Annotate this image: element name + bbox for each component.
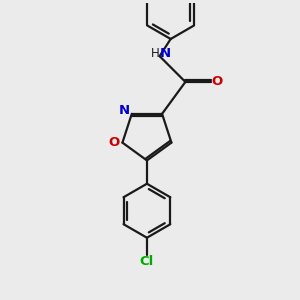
Text: N: N (160, 47, 171, 60)
Text: H: H (151, 47, 160, 60)
Text: Cl: Cl (140, 254, 154, 268)
Text: O: O (212, 75, 223, 88)
Text: O: O (109, 136, 120, 149)
Text: N: N (118, 104, 129, 117)
